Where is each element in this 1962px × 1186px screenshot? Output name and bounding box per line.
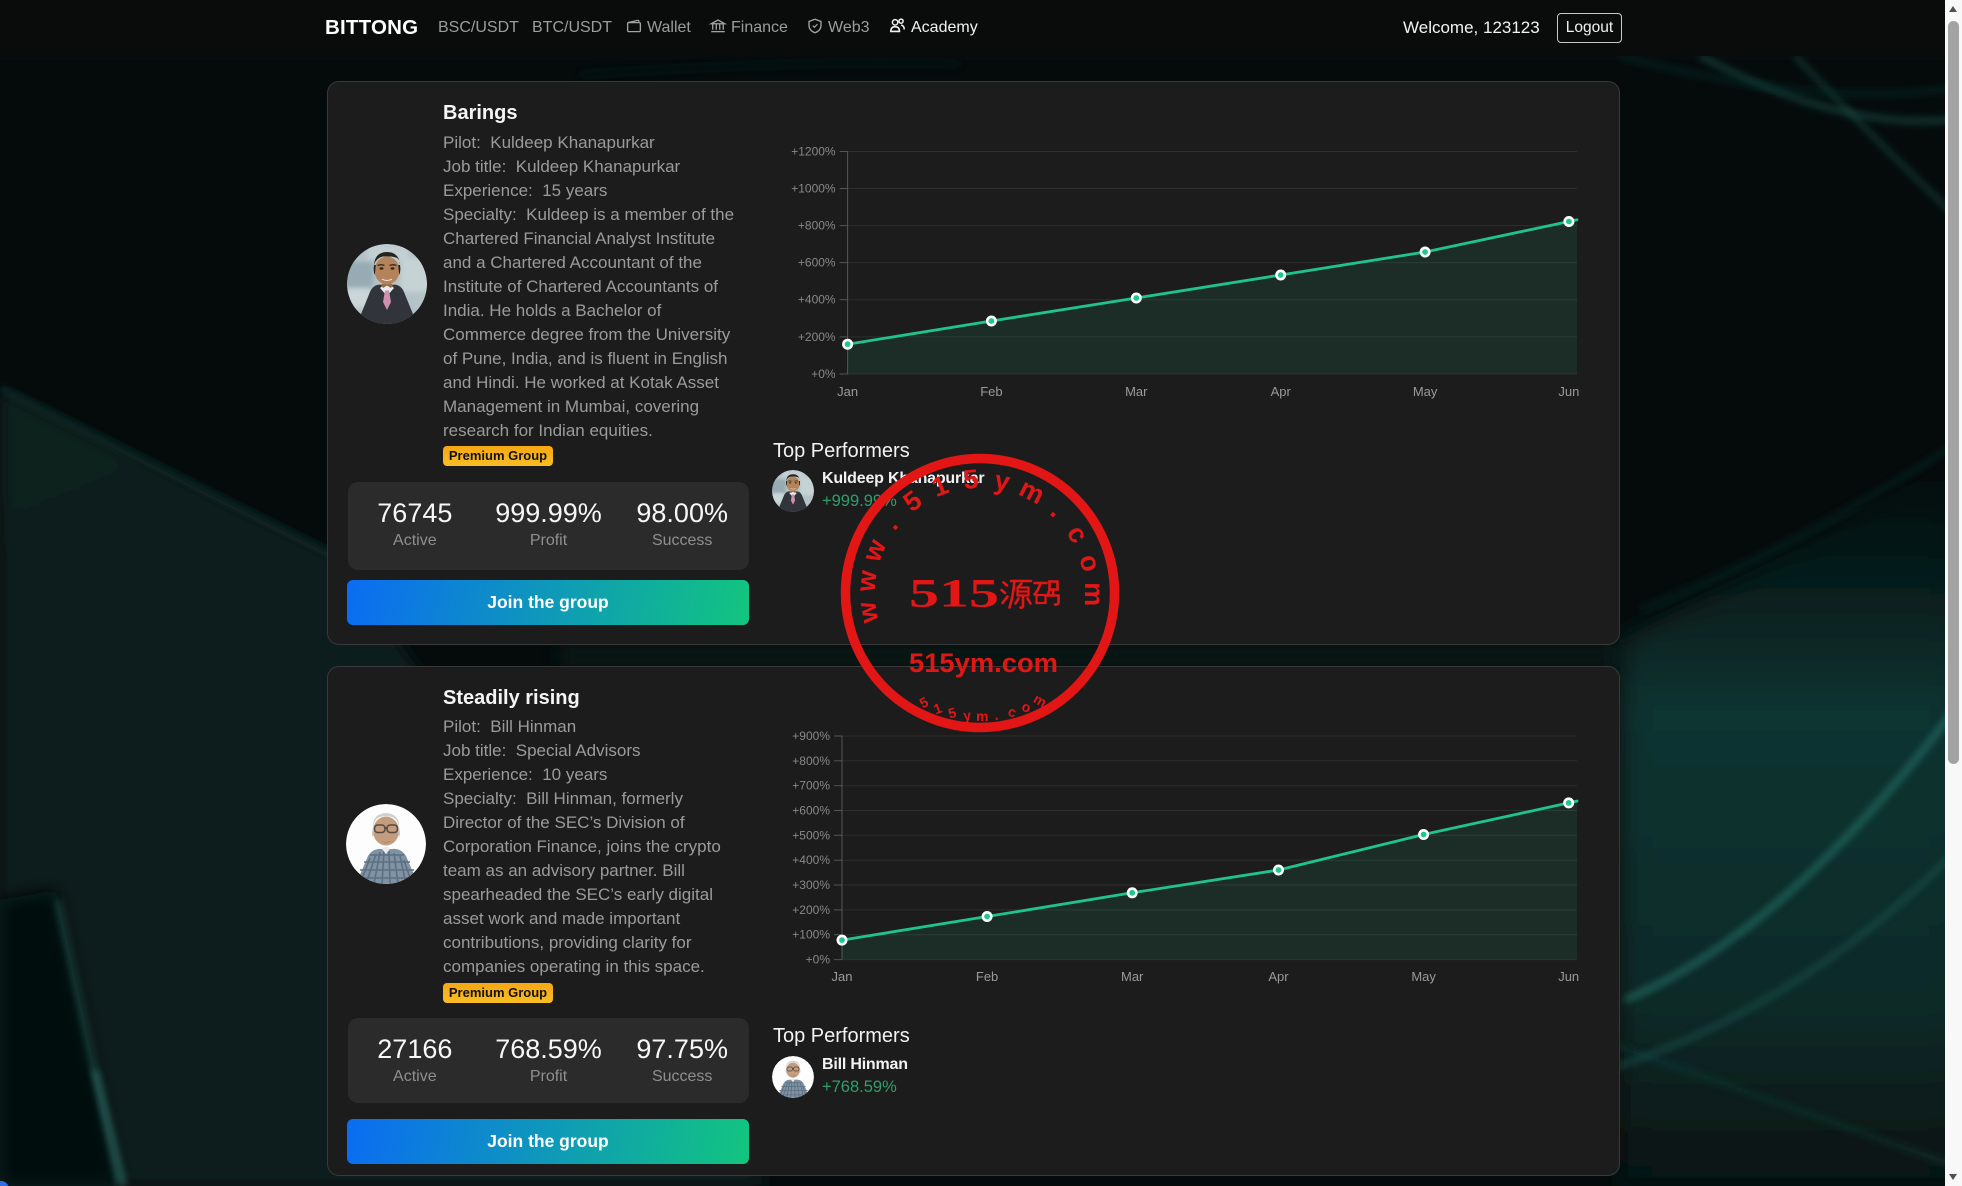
svg-text:+200%: +200%: [798, 330, 836, 344]
svg-text:Feb: Feb: [980, 384, 1002, 399]
svg-text:+800%: +800%: [798, 219, 836, 233]
svg-text:May: May: [1411, 969, 1436, 984]
svg-text:+800%: +800%: [792, 754, 830, 768]
svg-text:+300%: +300%: [792, 878, 830, 892]
svg-text:Mar: Mar: [1125, 384, 1148, 399]
svg-text:Jun: Jun: [1558, 384, 1579, 399]
svg-text:Jan: Jan: [832, 969, 853, 984]
svg-text:+600%: +600%: [798, 256, 836, 270]
svg-text:Jan: Jan: [837, 384, 858, 399]
svg-text:+900%: +900%: [792, 729, 830, 743]
svg-text:+1200%: +1200%: [791, 145, 836, 159]
svg-text:May: May: [1413, 384, 1438, 399]
svg-text:+200%: +200%: [792, 903, 830, 917]
svg-text:+100%: +100%: [792, 928, 830, 942]
svg-text:+700%: +700%: [792, 779, 830, 793]
svg-text:+1000%: +1000%: [791, 182, 836, 196]
svg-text:Apr: Apr: [1268, 969, 1289, 984]
svg-text:+400%: +400%: [798, 293, 836, 307]
svg-text:+0%: +0%: [811, 367, 836, 381]
svg-text:Jun: Jun: [1558, 969, 1579, 984]
svg-text:+600%: +600%: [792, 804, 830, 818]
svg-text:Mar: Mar: [1121, 969, 1144, 984]
svg-text:Apr: Apr: [1271, 384, 1292, 399]
svg-text:+400%: +400%: [792, 853, 830, 867]
svg-text:Feb: Feb: [976, 969, 998, 984]
svg-text:+500%: +500%: [792, 828, 830, 842]
svg-text:+0%: +0%: [806, 953, 831, 967]
